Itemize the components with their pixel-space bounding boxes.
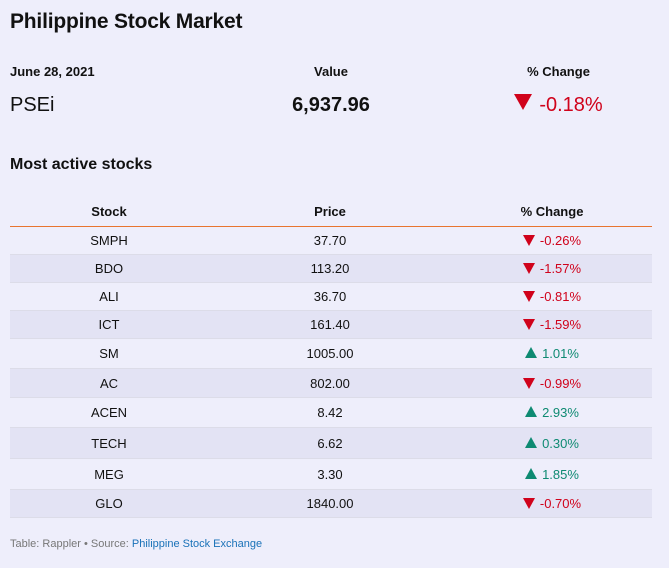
down-triangle-icon [523, 263, 535, 274]
stock-change-value: -0.26% [540, 233, 581, 248]
stock-price: 802.00 [208, 369, 452, 398]
down-triangle-icon [523, 235, 535, 246]
stock-symbol: SMPH [10, 227, 208, 255]
down-triangle-icon [514, 94, 532, 110]
header-stock: Stock [10, 196, 208, 227]
stock-price: 161.40 [208, 311, 452, 339]
stock-symbol: BDO [10, 255, 208, 283]
stock-price: 3.30 [208, 459, 452, 490]
stock-symbol: GLO [10, 490, 208, 518]
down-triangle-icon [523, 319, 535, 330]
footer-prefix: Table: Rappler • Source: [10, 538, 132, 550]
up-triangle-icon [525, 406, 537, 417]
stock-price: 36.70 [208, 283, 452, 311]
down-triangle-icon [523, 498, 535, 509]
stock-symbol: SM [10, 339, 208, 369]
stock-change-value: 1.01% [542, 346, 579, 361]
stock-change: 2.93% [452, 398, 652, 428]
header-price: Price [208, 196, 452, 227]
footer-credit: Table: Rappler • Source: Philippine Stoc… [10, 538, 262, 550]
stock-change-value: 1.85% [542, 467, 579, 482]
stock-change: 0.30% [452, 428, 652, 459]
stock-change-value: -1.57% [540, 261, 581, 276]
table-row: ICT 161.40 -1.59% [10, 311, 652, 339]
stock-change: -1.57% [452, 255, 652, 283]
header-change: % Change [452, 196, 652, 227]
table-row: SMPH 37.70 -0.26% [10, 227, 652, 255]
stock-price: 37.70 [208, 227, 452, 255]
table-header-row: Stock Price % Change [10, 196, 652, 227]
page-title: Philippine Stock Market [10, 10, 242, 34]
stock-change: 1.01% [452, 339, 652, 369]
up-triangle-icon [525, 468, 537, 479]
stock-change: -0.99% [452, 369, 652, 398]
stock-price: 6.62 [208, 428, 452, 459]
summary-value-header: Value [200, 64, 462, 79]
table-row: BDO 113.20 -1.57% [10, 255, 652, 283]
stock-change-value: -0.70% [540, 496, 581, 511]
stock-price: 113.20 [208, 255, 452, 283]
summary-header: June 28, 2021 Value % Change [0, 64, 669, 82]
source-link[interactable]: Philippine Stock Exchange [132, 538, 262, 550]
stock-change-value: -1.59% [540, 317, 581, 332]
stock-symbol: ACEN [10, 398, 208, 428]
up-triangle-icon [525, 347, 537, 358]
table-row: SM 1005.00 1.01% [10, 339, 652, 369]
stock-change-value: -0.81% [540, 289, 581, 304]
stock-change-value: -0.99% [540, 376, 581, 391]
stock-symbol: ICT [10, 311, 208, 339]
stock-change: -1.59% [452, 311, 652, 339]
down-triangle-icon [523, 378, 535, 389]
table-row: TECH 6.62 0.30% [10, 428, 652, 459]
stock-change: 1.85% [452, 459, 652, 490]
table-row: GLO 1840.00 -0.70% [10, 490, 652, 518]
section-subtitle: Most active stocks [10, 156, 152, 174]
summary-date: June 28, 2021 [10, 64, 95, 79]
stock-price: 8.42 [208, 398, 452, 428]
stock-price: 1005.00 [208, 339, 452, 369]
stock-symbol: ALI [10, 283, 208, 311]
index-change-value: -0.18% [539, 94, 602, 116]
stock-price: 1840.00 [208, 490, 452, 518]
index-name: PSEi [10, 94, 54, 117]
psei-summary-row: PSEi 6,937.96 -0.18% [0, 92, 669, 120]
table-row: MEG 3.30 1.85% [10, 459, 652, 490]
up-triangle-icon [525, 437, 537, 448]
stock-change-value: 0.30% [542, 436, 579, 451]
table-row: ACEN 8.42 2.93% [10, 398, 652, 428]
stock-change: -0.81% [452, 283, 652, 311]
table-row: ALI 36.70 -0.81% [10, 283, 652, 311]
most-active-stocks-table: Stock Price % Change SMPH 37.70 -0.26% BDO 1… [10, 196, 652, 518]
index-change: -0.18% [462, 94, 655, 117]
stock-change-value: 2.93% [542, 405, 579, 420]
summary-change-header: % Change [462, 64, 655, 79]
stock-change: -0.70% [452, 490, 652, 518]
stock-symbol: AC [10, 369, 208, 398]
stock-change: -0.26% [452, 227, 652, 255]
down-triangle-icon [523, 291, 535, 302]
index-value: 6,937.96 [200, 94, 462, 117]
stock-symbol: TECH [10, 428, 208, 459]
stock-symbol: MEG [10, 459, 208, 490]
table-row: AC 802.00 -0.99% [10, 369, 652, 398]
